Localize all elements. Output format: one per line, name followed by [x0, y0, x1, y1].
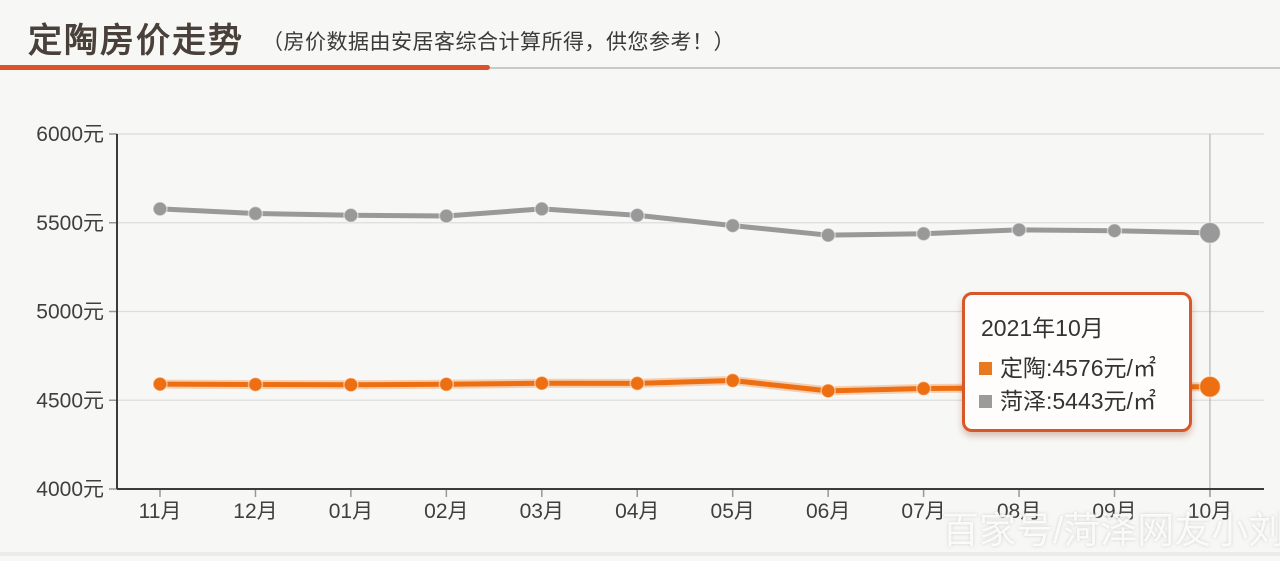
- x-axis-label: 05月: [711, 500, 755, 523]
- tooltip-title: 2021年10月: [981, 315, 1104, 341]
- dingtao-point-03月[interactable]: [534, 375, 550, 391]
- x-axis-label: 06月: [806, 500, 850, 523]
- x-axis-label: 08月: [997, 500, 1041, 523]
- heze-point-09月[interactable]: [1106, 222, 1123, 239]
- tooltip-heze-value: 菏泽:5443元/㎡: [1000, 388, 1156, 414]
- y-axis-label: 5000元: [36, 301, 104, 324]
- heze-point-12月[interactable]: [247, 205, 264, 222]
- heze-point-08月[interactable]: [1011, 222, 1027, 238]
- heze-point-02月[interactable]: [438, 208, 455, 224]
- y-axis-label: 4500元: [36, 389, 104, 412]
- page-title: 定陶房价走势: [28, 22, 244, 60]
- x-axis-label: 04月: [615, 500, 659, 523]
- x-axis-label: 02月: [424, 500, 468, 523]
- heze-point-01月[interactable]: [343, 207, 359, 224]
- dingtao-point-12月[interactable]: [247, 376, 264, 393]
- heze-point-11月[interactable]: [152, 201, 168, 217]
- tooltip-row-heze: 菏泽:5443元/㎡: [979, 385, 1179, 418]
- header: 定陶房价走势 （房价数据由安居客综合计算所得，供您参考！）: [0, 0, 1280, 78]
- dingtao-point-11月[interactable]: [152, 376, 168, 392]
- header-divider: [490, 67, 1280, 69]
- y-axis-label: 5500元: [36, 212, 104, 235]
- y-axis-label: 6000元: [36, 123, 104, 146]
- heze-point-05月[interactable]: [724, 217, 741, 234]
- heze-line: [157, 206, 1213, 238]
- dingtao-point-10月[interactable]: [1198, 375, 1222, 399]
- x-axis-label: 09月: [1092, 500, 1136, 523]
- x-axis-label: 11月: [139, 500, 182, 523]
- heze-point-04月[interactable]: [629, 207, 645, 224]
- dingtao-point-05月[interactable]: [724, 372, 741, 389]
- tooltip-dingtao-value: 定陶:4576元/㎡: [1000, 355, 1156, 381]
- page-subtitle: （房价数据由安居客综合计算所得，供您参考！）: [262, 31, 735, 54]
- heze-point-03月[interactable]: [534, 201, 550, 217]
- watermark: 百家号/菏泽网友小刘: [942, 510, 1280, 551]
- y-axis-label: 4000元: [36, 478, 104, 501]
- x-axis-label: 03月: [520, 500, 564, 523]
- bottom-edge: [0, 552, 1280, 556]
- dingtao-point-02月[interactable]: [438, 376, 455, 393]
- x-axis-label: 10月: [1188, 500, 1232, 523]
- x-axis-label: 12月: [233, 500, 277, 523]
- heze-point-06月[interactable]: [820, 227, 836, 243]
- dingtao-legend-marker: [979, 362, 992, 375]
- heze-point-07月[interactable]: [915, 226, 932, 242]
- x-axis-label: 07月: [901, 500, 945, 523]
- heze-legend-marker: [979, 395, 992, 408]
- tooltip-row-dingtao: 定陶:4576元/㎡: [979, 352, 1179, 385]
- chart-tooltip: 2021年10月 定陶:4576元/㎡ 菏泽:5443元/㎡: [962, 292, 1192, 432]
- title-underline: [0, 65, 490, 70]
- dingtao-point-01月[interactable]: [343, 377, 359, 393]
- x-axis-label: 01月: [329, 500, 373, 523]
- dingtao-point-07月[interactable]: [915, 380, 932, 397]
- dingtao-point-06月[interactable]: [820, 383, 836, 399]
- heze-point-10月[interactable]: [1198, 221, 1222, 245]
- dingtao-point-04月[interactable]: [629, 375, 645, 392]
